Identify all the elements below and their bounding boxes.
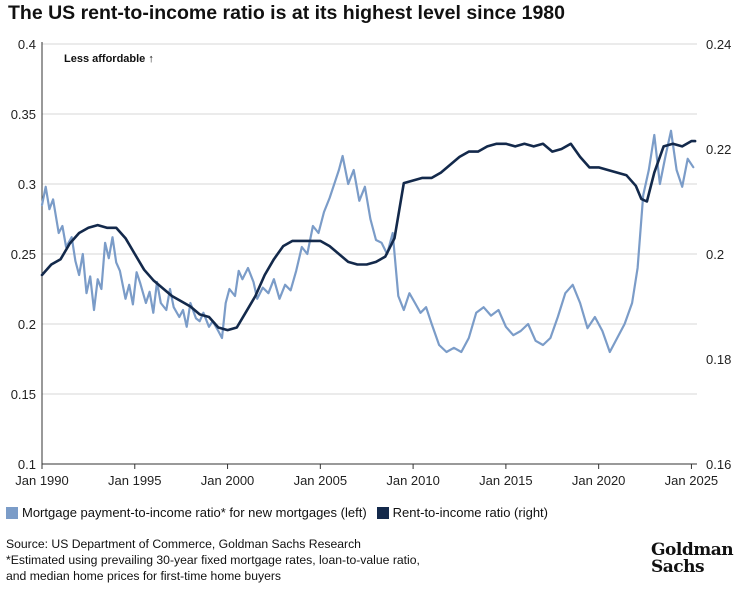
legend-label-mortgage: Mortgage payment-to-income ratio* for ne… <box>22 505 367 520</box>
y-left-tick-label: 0.25 <box>11 247 36 262</box>
axes <box>41 42 697 469</box>
chart-title: The US rent-to-income ratio is at its hi… <box>8 2 565 24</box>
y-left-tick-label: 0.3 <box>18 177 36 192</box>
less-affordable-annotation: Less affordable ↑ <box>64 53 154 65</box>
tick-labels: 0.1 0.15 0.2 0.25 0.3 0.35 0.4 0.16 0.18 0.2 0.22 0… <box>11 37 732 488</box>
series-line-mortgage <box>40 129 695 354</box>
y-left-tick-label: 0.4 <box>18 37 36 52</box>
line-chart: 0.1 0.15 0.2 0.25 0.3 0.35 0.4 0.16 0.18 0.2 0.22 0… <box>11 37 732 488</box>
logo-line-1: Goldman <box>651 540 734 560</box>
x-tick-label: Jan 1990 <box>15 473 69 488</box>
y-right-tick-label: 0.16 <box>706 457 731 472</box>
footnote-line-1: *Estimated using prevailing 30-year fixe… <box>6 553 420 567</box>
series-line-rent <box>40 139 697 332</box>
legend: Mortgage payment-to-income ratio* for ne… <box>6 505 558 520</box>
footer-notes: Source: US Department of Commerce, Goldm… <box>6 536 420 584</box>
y-right-tick-label: 0.18 <box>706 352 731 367</box>
x-tick-label: Jan 2015 <box>479 473 533 488</box>
y-left-tick-label: 0.15 <box>11 387 36 402</box>
goldman-sachs-logo: Goldman Sachs <box>651 540 734 577</box>
x-tick-label: Jan 2000 <box>201 473 255 488</box>
series-lines <box>40 129 697 354</box>
x-tick-label: Jan 2010 <box>386 473 440 488</box>
y-left-tick-label: 0.1 <box>18 457 36 472</box>
y-right-tick-label: 0.24 <box>706 37 731 52</box>
logo-line-2: Sachs <box>651 557 705 577</box>
x-tick-label: Jan 1995 <box>108 473 162 488</box>
legend-swatch-rent <box>376 506 389 519</box>
source-note: Source: US Department of Commerce, Goldm… <box>6 537 361 551</box>
x-tick-label: Jan 2020 <box>572 473 626 488</box>
y-right-tick-label: 0.22 <box>706 142 731 157</box>
legend-swatch-mortgage <box>6 506 18 519</box>
legend-label-rent: Rent-to-income ratio (right) <box>392 505 548 520</box>
x-tick-label: Jan 2005 <box>294 473 348 488</box>
footnote-line-2: and median home prices for first-time ho… <box>6 569 282 583</box>
grid-lines <box>42 43 697 395</box>
y-right-tick-label: 0.2 <box>706 247 724 262</box>
x-tick-label: Jan 2025 <box>665 473 719 488</box>
y-left-tick-label: 0.35 <box>11 107 36 122</box>
legend-item-rent: Rent-to-income ratio (right) <box>376 505 548 520</box>
y-left-tick-label: 0.2 <box>18 317 36 332</box>
legend-item-mortgage: Mortgage payment-to-income ratio* for ne… <box>6 505 367 520</box>
